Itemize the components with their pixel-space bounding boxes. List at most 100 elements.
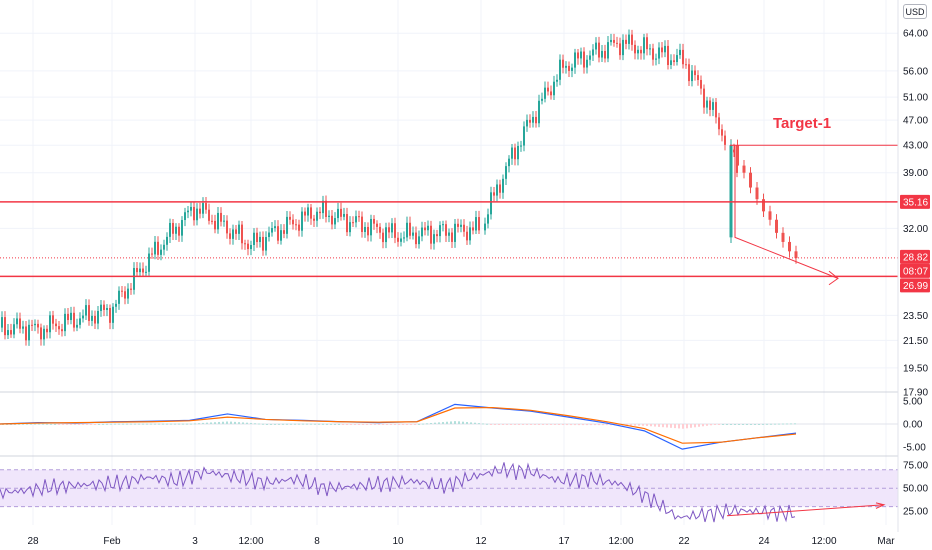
macd-histogram-bar — [178, 423, 180, 425]
macd-histogram-bar — [790, 423, 792, 425]
macd-histogram-bar — [518, 424, 520, 425]
macd-histogram-bar — [514, 424, 516, 425]
macd-histogram-bar — [702, 424, 704, 427]
candle-body — [223, 220, 225, 222]
candle-body — [181, 220, 183, 236]
macd-histogram-bar — [590, 424, 592, 426]
macd-histogram-bar — [162, 423, 164, 425]
candle-body — [583, 51, 585, 68]
candle-body — [475, 217, 477, 231]
macd-histogram-bar — [290, 423, 292, 425]
macd-histogram-bar — [390, 424, 392, 425]
macd-histogram-bar — [706, 424, 708, 426]
candle-body — [385, 227, 387, 243]
macd-histogram-bar — [10, 423, 12, 425]
macd-histogram-bar — [314, 423, 316, 425]
macd-histogram-bar — [230, 421, 232, 424]
candle-body — [361, 216, 363, 233]
macd-histogram-bar — [242, 422, 244, 424]
rsi-tick-label: 75.00 — [903, 461, 928, 472]
macd-histogram-bar — [378, 424, 380, 425]
candle-body — [136, 267, 138, 273]
macd-histogram-bar — [690, 424, 692, 428]
currency-badge[interactable]: USD — [903, 4, 927, 19]
macd-histogram-bar — [562, 424, 564, 426]
candle-body — [568, 65, 570, 71]
candle-body — [604, 50, 606, 59]
macd-histogram-bar — [42, 423, 44, 425]
candle-body — [118, 290, 120, 304]
macd-histogram-bar — [494, 424, 496, 425]
candle-body — [538, 100, 540, 124]
candle-body — [755, 187, 759, 200]
candle-body — [256, 232, 258, 243]
macd-histogram-bar — [782, 423, 784, 425]
candle-body — [64, 313, 66, 332]
candle-body — [133, 267, 135, 290]
candle-body — [655, 58, 657, 60]
candle-body — [379, 226, 381, 233]
y-tick-label: 56.00 — [903, 66, 928, 77]
candle-body — [265, 237, 267, 251]
candle-body — [490, 192, 492, 215]
macd-histogram-bar — [454, 421, 456, 424]
candle-body — [685, 64, 687, 66]
candle-body — [729, 145, 733, 238]
candle-body — [10, 330, 12, 335]
macd-histogram-bar — [430, 422, 432, 424]
candle-body — [511, 147, 513, 159]
candle-body — [97, 310, 99, 324]
candle-body — [631, 34, 633, 45]
rsi-line — [0, 462, 796, 523]
candle-body — [397, 237, 399, 242]
macd-histogram-bar — [770, 423, 772, 425]
candle-body — [526, 119, 528, 127]
macd-histogram-bar — [38, 423, 40, 425]
macd-histogram-bar — [174, 423, 176, 425]
macd-histogram-bar — [582, 424, 584, 426]
y-tick-label: 39.00 — [903, 168, 928, 179]
projection-line — [734, 145, 839, 279]
macd-histogram-bar — [146, 423, 148, 425]
macd-histogram-bar — [762, 423, 764, 425]
candle-body — [415, 232, 417, 245]
candle-body — [316, 211, 318, 221]
candle-body — [214, 220, 216, 230]
macd-histogram-bar — [182, 423, 184, 425]
macd-histogram-bar — [410, 424, 412, 425]
y-tick-label: 23.50 — [903, 311, 928, 322]
candle-body — [493, 192, 495, 196]
candle-body — [169, 222, 171, 237]
candle-body — [301, 211, 303, 231]
macd-histogram-bar — [34, 423, 36, 425]
macd-histogram-bar — [226, 421, 228, 424]
macd-histogram-bar — [206, 422, 208, 424]
candle-body — [76, 324, 78, 328]
candle-body — [724, 135, 726, 145]
candle-body — [175, 226, 177, 234]
candle-body — [469, 227, 471, 241]
candle-body — [325, 200, 327, 217]
candle-body — [55, 323, 57, 327]
macd-histogram-bar — [62, 424, 64, 425]
price-badges: 35.16 28.82 08:07 26.99 — [900, 194, 930, 293]
candle-body — [688, 64, 690, 82]
macd-histogram-bar — [794, 423, 796, 425]
macd-histogram-bar — [6, 423, 8, 425]
macd-histogram-bar — [682, 424, 684, 429]
macd-histogram-bar — [54, 423, 56, 425]
candle-body — [433, 234, 435, 244]
candle-body — [445, 224, 447, 236]
macd-histogram-bar — [278, 423, 280, 425]
candle-body — [400, 238, 402, 242]
last-price-badge-bg — [900, 249, 930, 264]
candle-body — [664, 45, 666, 53]
candle-body — [88, 305, 90, 321]
candle-body — [703, 88, 705, 108]
x-tick-label: 24 — [758, 536, 770, 547]
candle-body — [406, 222, 408, 238]
candle-body — [202, 203, 204, 214]
macd-tick-label: 0.00 — [903, 420, 923, 431]
countdown-badge: 08:07 — [903, 266, 928, 277]
